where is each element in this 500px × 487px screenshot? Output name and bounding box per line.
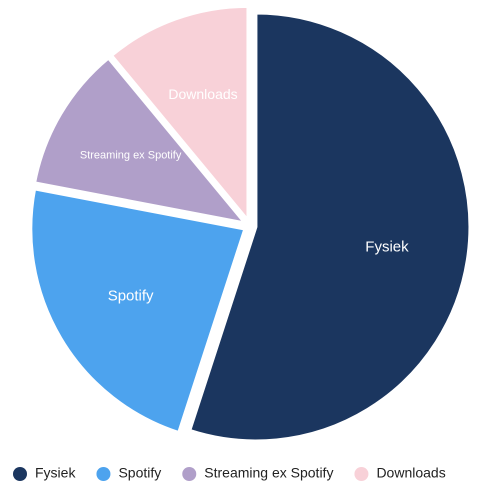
slice-label: Spotify	[108, 288, 154, 305]
pie-slice	[187, 11, 472, 443]
legend-label: Fysiek	[35, 465, 76, 481]
legend-marker	[96, 467, 111, 481]
slice-label: Streaming ex Spotify	[80, 149, 182, 161]
legend-marker	[182, 467, 197, 481]
legend-marker	[354, 467, 369, 481]
legend-label: Streaming ex Spotify	[204, 465, 333, 481]
legend-marker	[13, 467, 27, 481]
pie-slice	[32, 55, 249, 226]
pie-slice	[29, 187, 247, 435]
slice-label: Fysiek	[365, 239, 409, 256]
legend-label: Downloads	[376, 465, 445, 481]
legend-label: Spotify	[118, 465, 161, 481]
slice-label: Downloads	[168, 86, 237, 102]
pie-slice	[109, 4, 250, 225]
